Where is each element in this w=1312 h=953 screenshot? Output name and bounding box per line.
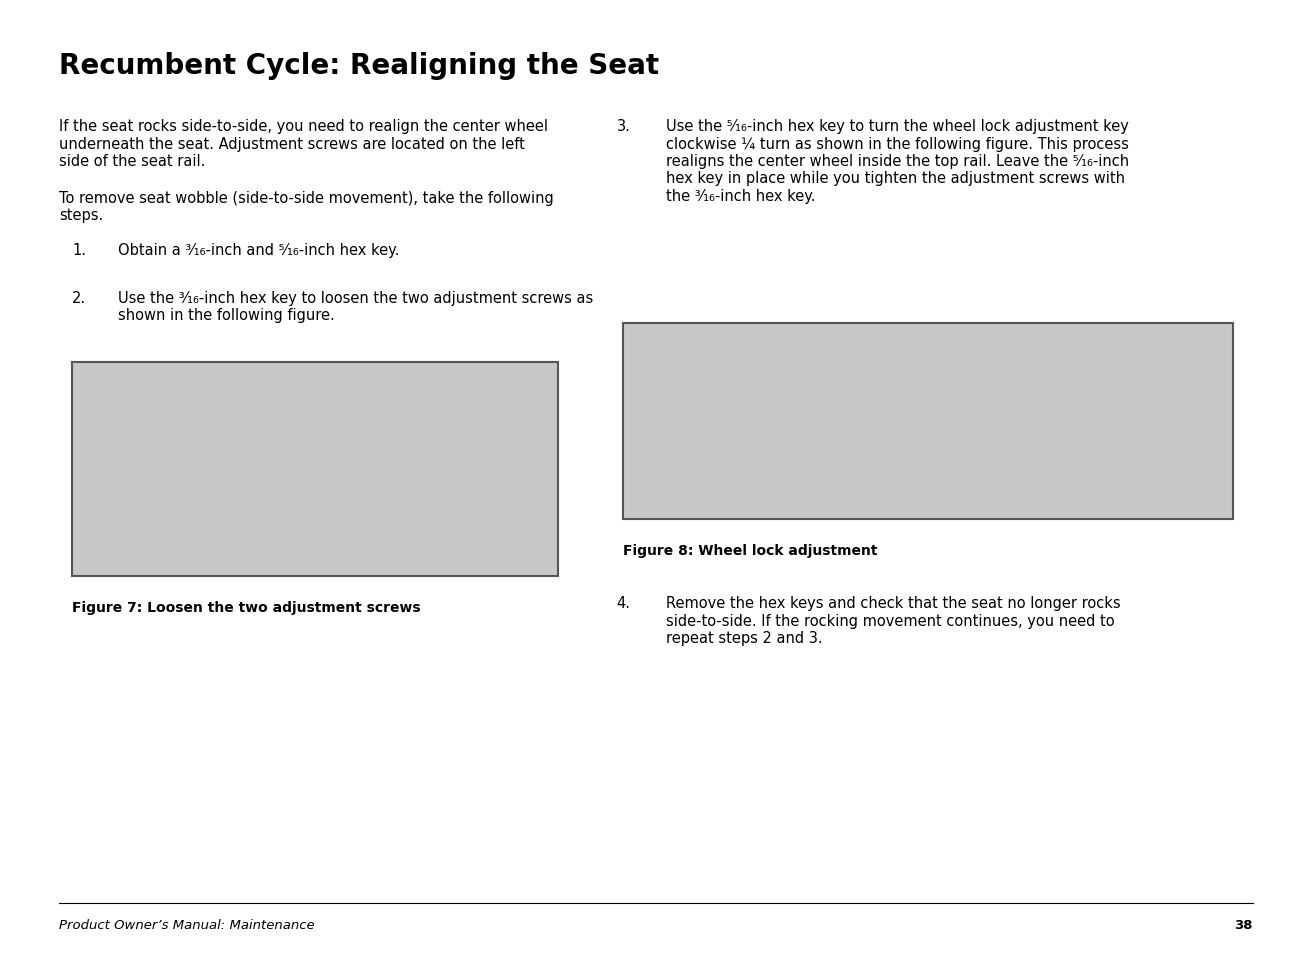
- Text: Use the ³⁄₁₆-inch hex key to loosen the two adjustment screws as
shown in the fo: Use the ³⁄₁₆-inch hex key to loosen the …: [118, 291, 593, 323]
- Text: Figure 7: Loosen the two adjustment screws: Figure 7: Loosen the two adjustment scre…: [72, 600, 421, 615]
- Text: Figure 8: Wheel lock adjustment: Figure 8: Wheel lock adjustment: [623, 543, 878, 558]
- Text: Recumbent Cycle: Realigning the Seat: Recumbent Cycle: Realigning the Seat: [59, 52, 659, 80]
- FancyBboxPatch shape: [623, 324, 1233, 519]
- Text: 1.: 1.: [72, 243, 87, 258]
- Text: To remove seat wobble (side-to-side movement), take the following
steps.: To remove seat wobble (side-to-side move…: [59, 191, 554, 223]
- Text: Product Owner’s Manual: Maintenance: Product Owner’s Manual: Maintenance: [59, 918, 315, 931]
- Text: Remove the hex keys and check that the seat no longer rocks
side-to-side. If the: Remove the hex keys and check that the s…: [666, 596, 1122, 645]
- Text: 4.: 4.: [617, 596, 631, 611]
- Text: Use the ⁵⁄₁₆-inch hex key to turn the wheel lock adjustment key
clockwise ¼ turn: Use the ⁵⁄₁₆-inch hex key to turn the wh…: [666, 119, 1130, 204]
- Text: Obtain a ³⁄₁₆-inch and ⁵⁄₁₆-inch hex key.: Obtain a ³⁄₁₆-inch and ⁵⁄₁₆-inch hex key…: [118, 243, 399, 258]
- Text: 2.: 2.: [72, 291, 87, 306]
- Text: If the seat rocks side-to-side, you need to realign the center wheel
underneath : If the seat rocks side-to-side, you need…: [59, 119, 548, 169]
- Text: 38: 38: [1235, 918, 1253, 931]
- Text: 3.: 3.: [617, 119, 631, 134]
- FancyBboxPatch shape: [72, 362, 558, 577]
